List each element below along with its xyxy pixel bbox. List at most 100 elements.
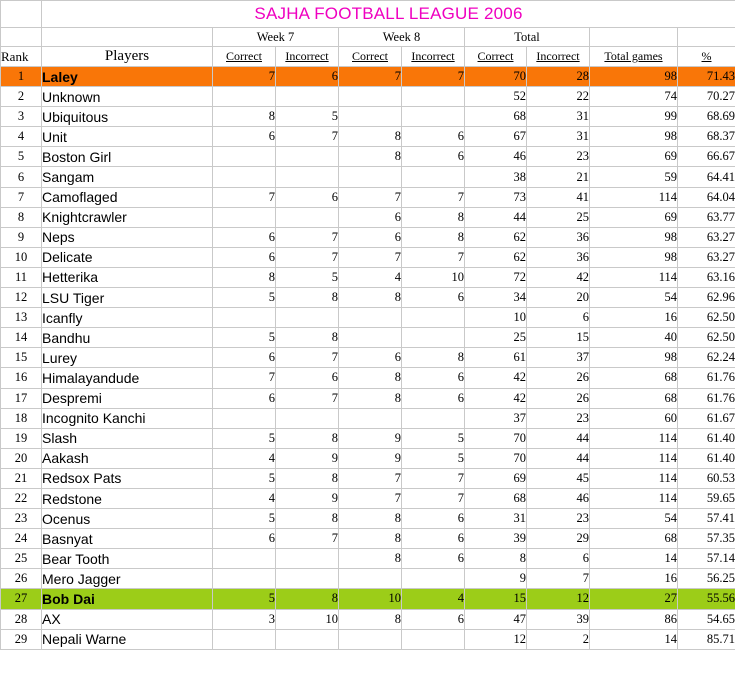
table-row[interactable]: 9 Neps 6 7 6 8 62 36 98 63.27 <box>0 226 735 248</box>
cell-total-games: 68 <box>589 387 678 409</box>
table-row[interactable]: 12 LSU Tiger 5 8 8 6 34 20 54 62.96 <box>0 287 735 309</box>
cell-week7-correct <box>212 206 276 228</box>
table-row[interactable]: 14 Bandhu 5 8 25 15 40 62.50 <box>0 327 735 349</box>
column-header-players[interactable]: Players <box>41 46 213 67</box>
cell-week7-incorrect: 9 <box>275 447 339 469</box>
cell-week8-correct: 8 <box>338 548 402 570</box>
cell-week8-correct: 7 <box>338 487 402 510</box>
cell-rank: 3 <box>0 106 42 128</box>
cell-total-correct: 47 <box>464 608 527 630</box>
table-row[interactable]: 5 Boston Girl 8 6 46 23 69 66.67 <box>0 146 735 168</box>
table-row[interactable]: 22 Redstone 4 9 7 7 68 46 114 59.65 <box>0 487 735 510</box>
table-row[interactable]: 2 Unknown 52 22 74 70.27 <box>0 86 735 108</box>
cell-week7-correct: 3 <box>212 608 276 630</box>
table-row[interactable]: 28 AX 3 10 8 6 47 39 86 54.65 <box>0 608 735 630</box>
cell-percent: 54.65 <box>676 608 735 630</box>
table-row[interactable]: 26 Mero Jagger 9 7 16 56.25 <box>0 568 735 590</box>
cell-week8-incorrect: 6 <box>401 528 465 550</box>
column-header-total-correct[interactable]: Correct <box>464 46 527 67</box>
cell-rank: 12 <box>0 287 42 309</box>
table-row[interactable]: 1 Laley 7 6 7 7 70 28 98 71.43 <box>0 65 735 88</box>
cell-total-incorrect: 25 <box>526 206 590 228</box>
table-row[interactable]: 20 Aakash 4 9 9 5 70 44 114 61.40 <box>0 447 735 469</box>
cell-week7-incorrect: 7 <box>275 387 339 409</box>
table-row[interactable]: 17 Despremi 6 7 8 6 42 26 68 61.76 <box>0 387 735 409</box>
cell-percent: 61.76 <box>676 367 735 389</box>
cell-total-correct: 34 <box>464 287 527 309</box>
column-header-week7-incorrect[interactable]: Incorrect <box>275 46 339 67</box>
column-header-total-incorrect[interactable]: Incorrect <box>526 46 590 67</box>
table-row[interactable]: 24 Basnyat 6 7 8 6 39 29 68 57.35 <box>0 528 735 550</box>
cell-percent: 61.76 <box>676 387 735 409</box>
cell-week8-correct: 7 <box>338 246 402 268</box>
cell-percent: 59.65 <box>676 487 735 510</box>
cell-rank: 26 <box>0 568 42 590</box>
cell-percent: 68.37 <box>676 126 735 148</box>
cell-percent: 61.40 <box>676 427 735 449</box>
cell-total-incorrect: 23 <box>526 146 590 168</box>
column-header-percent[interactable]: % <box>676 46 735 67</box>
cell-week7-correct: 5 <box>212 287 276 309</box>
cell-total-incorrect: 22 <box>526 86 590 108</box>
cell-rank: 15 <box>0 347 42 369</box>
cell-week7-correct <box>212 407 276 429</box>
column-header-rank[interactable]: Rank <box>0 46 42 67</box>
table-row[interactable]: 7 Camoflaged 7 6 7 7 73 41 114 64.04 <box>0 186 735 208</box>
table-row[interactable]: 15 Lurey 6 7 6 8 61 37 98 62.24 <box>0 347 735 369</box>
cell-total-games: 98 <box>589 226 678 248</box>
column-header-row: Rank Players Correct Incorrect Correct I… <box>0 46 735 67</box>
table-row[interactable]: 16 Himalayandude 7 6 8 6 42 26 68 61.76 <box>0 367 735 389</box>
column-header-total-correct-label: Correct <box>477 49 514 63</box>
cell-rank: 11 <box>0 266 42 289</box>
cell-percent: 64.41 <box>676 166 735 188</box>
cell-week8-incorrect <box>401 86 465 108</box>
table-row[interactable]: 27 Bob Dai 5 8 10 4 15 12 27 55.56 <box>0 588 735 610</box>
cell-rank: 25 <box>0 548 42 570</box>
cell-rank: 29 <box>0 628 42 650</box>
column-header-week8-incorrect[interactable]: Incorrect <box>401 46 465 67</box>
table-row[interactable]: 3 Ubiquitous 8 5 68 31 99 68.69 <box>0 106 735 128</box>
cell-week8-correct: 7 <box>338 467 402 489</box>
table-row[interactable]: 11 Hetterika 8 5 4 10 72 42 114 63.16 <box>0 266 735 289</box>
table-row[interactable]: 19 Slash 5 8 9 5 70 44 114 61.40 <box>0 427 735 449</box>
table-row[interactable]: 23 Ocenus 5 8 8 6 31 23 54 57.41 <box>0 508 735 530</box>
table-row[interactable]: 10 Delicate 6 7 7 7 62 36 98 63.27 <box>0 246 735 268</box>
table-row[interactable]: 8 Knightcrawler 6 8 44 25 69 63.77 <box>0 206 735 228</box>
cell-week8-correct: 8 <box>338 608 402 630</box>
cell-week7-correct: 5 <box>212 508 276 530</box>
cell-week7-correct: 6 <box>212 226 276 248</box>
table-row[interactable]: 18 Incognito Kanchi 37 23 60 61.67 <box>0 407 735 429</box>
column-header-total-games[interactable]: Total games <box>589 46 678 67</box>
league-standings-table: SAJHA FOOTBALL LEAGUE 2006 Week 7 Week 8… <box>0 0 735 650</box>
cell-week8-incorrect: 8 <box>401 347 465 369</box>
cell-total-games: 16 <box>589 568 678 590</box>
table-row[interactable]: 25 Bear Tooth 8 6 8 6 14 57.14 <box>0 548 735 570</box>
cell-week8-incorrect: 6 <box>401 548 465 570</box>
table-row[interactable]: 29 Nepali Warne 12 2 14 85.71 <box>0 628 735 650</box>
table-row[interactable]: 21 Redsox Pats 5 8 7 7 69 45 114 60.53 <box>0 467 735 489</box>
cell-total-incorrect: 44 <box>526 427 590 449</box>
cell-total-incorrect: 2 <box>526 628 590 650</box>
cell-week7-correct <box>212 628 276 650</box>
cell-percent: 62.50 <box>676 327 735 349</box>
cell-week8-correct: 7 <box>338 65 402 88</box>
table-row[interactable]: 6 Sangam 38 21 59 64.41 <box>0 166 735 188</box>
table-row[interactable]: 13 Icanfly 10 6 16 62.50 <box>0 307 735 329</box>
table-row[interactable]: 4 Unit 6 7 8 6 67 31 98 68.37 <box>0 126 735 148</box>
cell-percent: 57.14 <box>676 548 735 570</box>
cell-total-incorrect: 12 <box>526 588 590 610</box>
cell-total-incorrect: 45 <box>526 467 590 489</box>
cell-rank: 14 <box>0 327 42 349</box>
cell-total-correct: 38 <box>464 166 527 188</box>
cell-total-incorrect: 20 <box>526 287 590 309</box>
cell-total-correct: 61 <box>464 347 527 369</box>
cell-week7-incorrect: 8 <box>275 327 339 349</box>
cell-percent: 70.27 <box>676 86 735 108</box>
cell-week7-correct: 6 <box>212 347 276 369</box>
column-header-week8-correct[interactable]: Correct <box>338 46 402 67</box>
column-header-week7-correct[interactable]: Correct <box>212 46 276 67</box>
cell-week8-incorrect <box>401 628 465 650</box>
title-row: SAJHA FOOTBALL LEAGUE 2006 <box>0 0 735 28</box>
cell-week8-correct: 8 <box>338 126 402 148</box>
